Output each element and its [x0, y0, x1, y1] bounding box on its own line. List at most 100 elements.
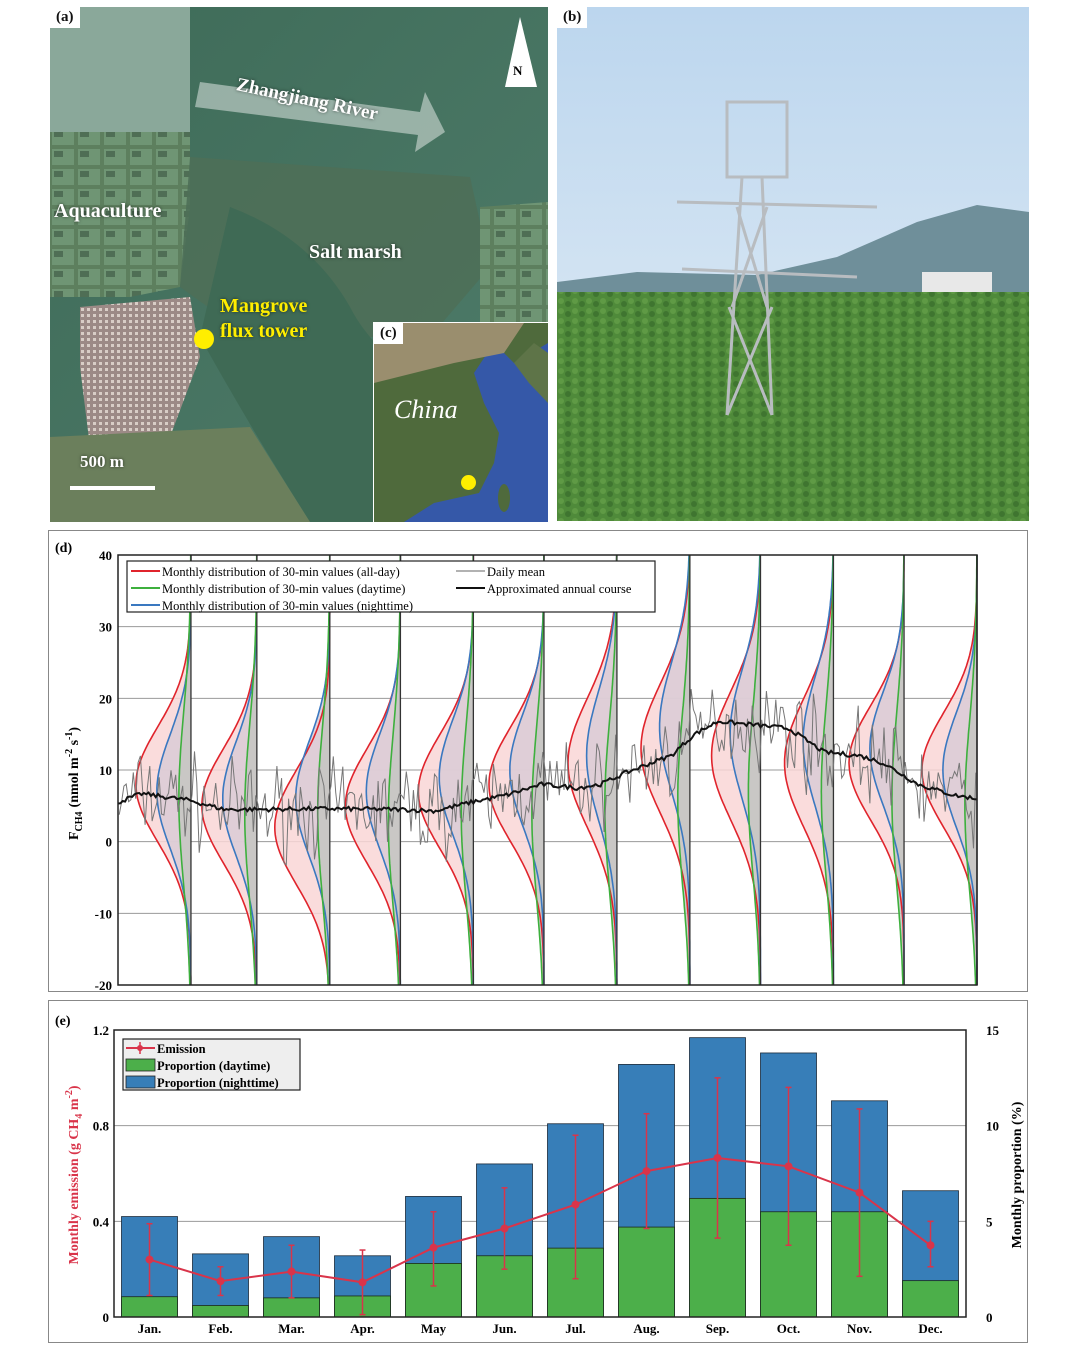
d-dist-curve-oct-allday	[783, 554, 835, 985]
scale-label: 500 m	[80, 452, 124, 471]
panel-d-label: (d)	[55, 541, 72, 556]
e-x-tick-label: Nov.	[847, 1321, 872, 1336]
e-x-tick-label: Mar.	[278, 1321, 305, 1336]
e-x-tick-label: Jul.	[565, 1321, 586, 1336]
d-dist-curve-oct-daytime	[820, 554, 834, 986]
d-dist-fill-sep-nighttime	[730, 555, 761, 985]
e-ticks: 0 0.4 0.8 1.2 0 5 10 15 Jan. Feb. Mar. Apr. May Jun. J…	[93, 1023, 1000, 1336]
d-dist-curve-may-daytime	[460, 555, 475, 986]
e-x-tick-label: Oct.	[777, 1321, 800, 1336]
d-dist-curve-sep-allday	[710, 554, 762, 985]
e-emission-line	[145, 1077, 935, 1316]
d-legend-allday: Monthly distribution of 30-min values (a…	[162, 565, 400, 579]
panel-c-label: (c)	[374, 323, 403, 344]
e-emission-point	[145, 1255, 154, 1264]
d-dist-curve-sep-nighttime	[729, 554, 762, 985]
e-emission-point	[287, 1267, 296, 1276]
e-emission-point	[429, 1243, 438, 1252]
e-y-right-tick-label: 10	[986, 1119, 999, 1134]
river-flow-arrow	[195, 82, 445, 152]
panel-e-chart	[48, 1000, 1028, 1343]
d-legend-annual-course: Approximated annual course	[487, 582, 632, 596]
e-emission-polyline	[149, 1156, 932, 1284]
e-x-tick-label: Sep.	[706, 1321, 729, 1336]
e-y-right-label: Monthly proportion (%)	[1010, 1101, 1025, 1248]
d-timeseries	[117, 689, 978, 866]
panel-d-chart	[48, 530, 1028, 992]
d-dist-fill-may-nighttime	[439, 555, 474, 985]
e-legend: Emission Proportion (daytime) Proportion…	[122, 1038, 301, 1091]
flux-tower-label-line2: flux tower	[220, 320, 308, 342]
d-y-tick-label: 10	[99, 763, 112, 778]
d-dist-curve-oct-nighttime	[802, 554, 835, 985]
e-y-left-tick-label: 0.4	[93, 1214, 110, 1229]
panel-a-label: (a)	[50, 7, 80, 28]
tower-photo-image	[557, 7, 1029, 521]
d-legend-nighttime: Monthly distribution of 30-min values (n…	[162, 599, 413, 613]
e-y-right-tick-label: 0	[986, 1310, 993, 1325]
d-dist-curve-jan-daytime	[178, 555, 192, 986]
e-bar-daytime	[902, 1280, 959, 1318]
e-y-left-label: Monthly emission (g CH4 m-2)	[64, 1085, 85, 1264]
d-y-axis-label: FCH4(nmol m-2 s-1)	[64, 727, 85, 840]
d-y-tick-label: 30	[99, 620, 112, 635]
north-label: N	[513, 63, 523, 78]
e-gridlines	[114, 1125, 966, 1222]
d-y-tick-label: -20	[95, 978, 112, 993]
d-plot-frame	[117, 554, 978, 986]
d-legend-daytime: Monthly distribution of 30-min values (d…	[162, 582, 405, 596]
e-emission-point	[571, 1200, 580, 1209]
e-bar-daytime	[192, 1305, 249, 1318]
aquaculture-label: Aquaculture	[54, 200, 162, 222]
north-arrow	[505, 17, 537, 87]
e-emission-point	[500, 1224, 509, 1233]
d-legend-daily-mean: Daily mean	[487, 565, 546, 579]
d-dist-curve-aug-allday	[640, 554, 691, 985]
panel-c-inset-map: (c) China	[373, 322, 549, 523]
d-dist-curve-jul-nighttime	[585, 554, 618, 985]
salt-marsh-label: Salt marsh	[309, 241, 402, 263]
flux-tower-label: Mangrove flux tower	[220, 294, 307, 344]
e-emission-point	[713, 1153, 722, 1162]
d-dist-fill-aug-nighttime	[659, 555, 690, 985]
d-dist-curve-jul-daytime	[603, 554, 618, 986]
e-y-left-tick-label: 1.2	[93, 1023, 109, 1038]
flux-tower-label-line1: Mangrove	[220, 295, 308, 317]
e-emission-point	[926, 1241, 935, 1250]
d-dist-fill-dec-daytime	[964, 555, 977, 985]
e-y-left-tick-label: 0.8	[93, 1119, 110, 1134]
panel-e-label: (e)	[55, 1014, 71, 1029]
site-location-marker	[461, 475, 476, 490]
d-annual-course-line	[117, 719, 978, 815]
e-bar-daytime	[618, 1226, 675, 1318]
panel-a-satellite-map: (a) N Zhangjiang River Aquaculture Salt …	[50, 7, 548, 522]
d-y-ticks: 40 30 20 10 0 -10 -20	[95, 548, 112, 993]
d-dist-curve-jul-allday	[567, 554, 618, 985]
e-y-left-tick-label: 0	[103, 1310, 110, 1325]
d-dist-fill-nov-nighttime	[869, 555, 905, 985]
e-y-right-tick-label: 15	[986, 1023, 1000, 1038]
e-x-tick-label: Jun.	[492, 1321, 516, 1336]
e-emission-point	[784, 1162, 793, 1171]
e-x-tick-label: Dec.	[918, 1321, 942, 1336]
d-dist-curve-apr-daytime	[387, 555, 402, 986]
e-x-tick-label: Jan.	[138, 1321, 161, 1336]
e-bar-daytime	[121, 1296, 178, 1318]
e-x-tick-label: Apr.	[350, 1321, 374, 1336]
d-y-tick-label: 20	[99, 691, 112, 706]
e-legend-nighttime: Proportion (nighttime)	[157, 1076, 279, 1090]
d-dist-fill-jul-nighttime	[586, 555, 617, 985]
e-plot-frame	[113, 1029, 967, 1318]
d-dist-fill-oct-nighttime	[803, 555, 834, 985]
d-dist-curve-sep-daytime	[747, 555, 762, 986]
e-x-tick-label: Aug.	[633, 1321, 659, 1336]
e-emission-point	[855, 1188, 864, 1197]
d-y-tick-label: -10	[95, 906, 112, 921]
satellite-image	[50, 7, 548, 522]
d-dist-fill-jun-nighttime	[509, 555, 544, 985]
d-dist-curve-jun-daytime	[531, 555, 545, 986]
flux-tower-marker	[194, 329, 214, 349]
d-legend: Monthly distribution of 30-min values (a…	[126, 560, 656, 613]
panel-b-tower-photo: (b)	[557, 7, 1029, 521]
